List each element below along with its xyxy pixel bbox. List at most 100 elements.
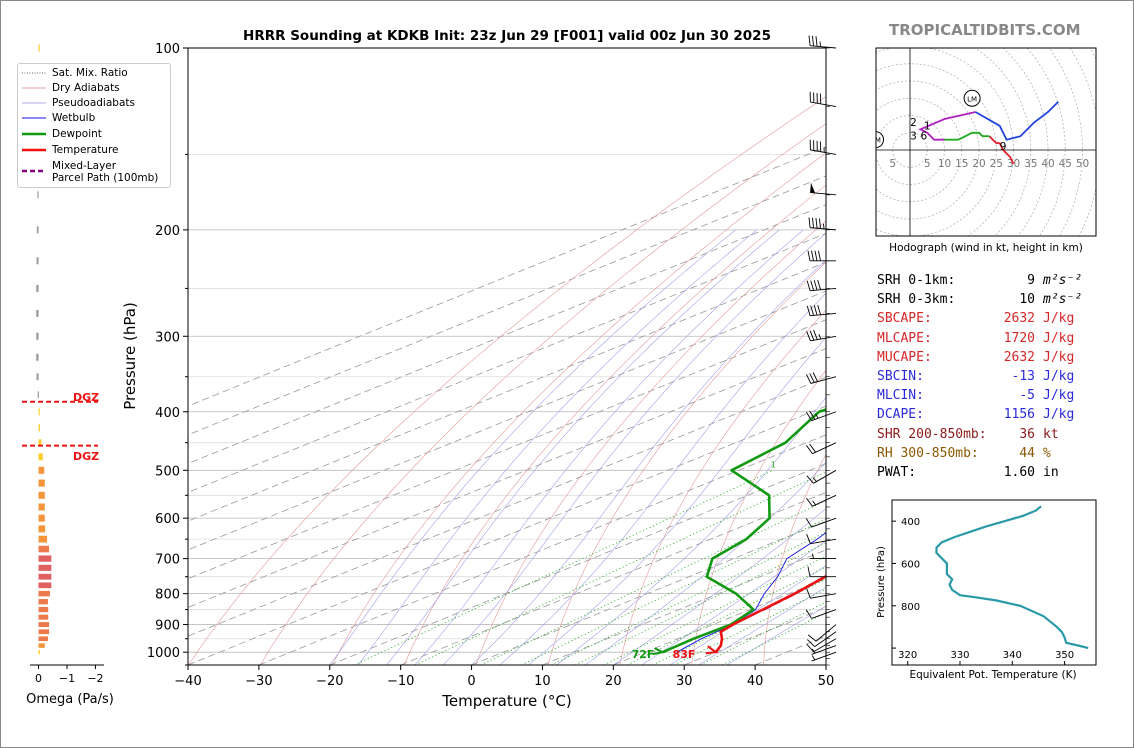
barb-half — [812, 477, 817, 482]
barb-full — [806, 280, 811, 291]
isotherm — [188, 232, 826, 493]
legend-item-wetbulb: Wetbulb — [22, 112, 96, 124]
index-row: SHR 200-850mb: 36 kt — [877, 427, 1097, 445]
pseudoadiabat — [471, 259, 826, 665]
dry-adiabat — [260, 123, 826, 665]
omega-bar — [38, 479, 45, 487]
index-unit: kt — [1043, 426, 1059, 442]
mixing-ratio-line — [574, 542, 826, 665]
mixing-ratio-label: 2 — [827, 460, 832, 469]
omega-bar — [37, 191, 39, 199]
isotherm — [188, 319, 826, 580]
skew-t-axes-frame — [187, 47, 827, 666]
omega-bar — [38, 590, 50, 597]
index-unit: in — [1043, 465, 1059, 480]
omega-bar — [36, 309, 39, 317]
index-value: 2632 — [1003, 349, 1035, 365]
barb-staff — [810, 538, 837, 545]
index-label: SRH 0-3km: — [877, 292, 956, 308]
omega-bar — [38, 535, 48, 543]
barb-staff — [810, 45, 837, 49]
index-value: 1.60 — [1003, 465, 1035, 480]
omega-x-tick-label: −2 — [87, 672, 103, 685]
dgz-label-lower: DGZ — [73, 450, 99, 463]
y-tick-label: 900 — [155, 619, 180, 634]
surface-dewpoint-label: 72F — [632, 648, 655, 661]
wind-barb — [811, 651, 837, 662]
barb-full — [813, 280, 818, 291]
dry-adiabat — [188, 96, 826, 665]
omega-bar — [38, 636, 48, 642]
wind-barb — [807, 566, 836, 578]
barb-staff — [813, 638, 837, 653]
wind-barb — [805, 410, 837, 422]
index-label: DCAPE: — [877, 407, 924, 423]
dry-adiabat — [1102, 48, 1134, 665]
index-value: 1156 — [1003, 407, 1035, 423]
index-row: RH 300-850mb: 44% — [877, 446, 1097, 464]
surface-temperature-label: 83F — [673, 648, 696, 661]
omega-bar — [36, 257, 39, 265]
omega-bar — [36, 353, 39, 361]
barb-full — [806, 475, 814, 484]
dgz-label-upper: DGZ — [73, 391, 99, 404]
omega-bar — [38, 491, 45, 499]
y-tick-label: 600 — [155, 512, 180, 527]
index-value: -13 — [1011, 369, 1035, 384]
barb-full — [808, 217, 811, 228]
barb-staff — [810, 593, 837, 599]
wind-barb — [809, 91, 837, 107]
surface-dewpoint-arrow — [652, 647, 666, 656]
index-unit: m²s⁻² — [1043, 292, 1083, 308]
barb-staff — [810, 312, 837, 317]
index-unit: J/kg — [1043, 388, 1075, 404]
barb-pennant — [810, 182, 816, 194]
barb-full — [812, 217, 815, 228]
barb-full — [811, 250, 814, 261]
legend-item-dewpoint: Dewpoint — [22, 128, 102, 140]
barb-full — [813, 329, 818, 340]
omega-bar — [36, 284, 39, 292]
index-label: MLCIN: — [877, 388, 924, 404]
x-tick-label: −20 — [316, 674, 343, 689]
omega-bar — [38, 466, 45, 474]
x-tick-label: 50 — [818, 674, 835, 689]
barb-full — [817, 279, 821, 290]
mixing-ratio-line — [354, 469, 774, 665]
barb-half — [812, 500, 816, 506]
index-label: SRH 0-1km: — [877, 273, 956, 288]
pseudoadiabat — [386, 229, 780, 665]
barb-staff — [811, 645, 837, 655]
dry-adiabat — [763, 453, 826, 665]
index-label: PWAT: — [877, 465, 917, 480]
barb-half — [818, 334, 822, 340]
pseudoadiabat — [499, 292, 826, 665]
omega-x-tick-label: 0 — [35, 672, 42, 685]
barb-staff — [812, 442, 837, 455]
index-label: SHR 200-850mb: — [877, 426, 987, 442]
omega-bar — [38, 514, 45, 522]
dry-adiabat — [332, 152, 826, 665]
barb-half — [819, 41, 822, 47]
mixing-ratio-label: 1 — [771, 460, 776, 469]
temperature-line — [714, 574, 826, 653]
index-row: MLCIN: -5 J/kg — [877, 388, 1097, 406]
barb-half — [812, 553, 814, 559]
y-axis-label: Pressure (hPa) — [121, 302, 139, 410]
x-tick-label: 30 — [676, 674, 693, 689]
barb-full — [806, 643, 814, 653]
mixing-ratio-line — [551, 531, 826, 665]
barb-full — [807, 639, 816, 647]
barb-full — [806, 588, 811, 599]
barb-half — [815, 413, 819, 419]
index-label: SBCIN: — [877, 369, 924, 384]
barb-full — [817, 304, 821, 315]
mixing-ratio-line — [700, 601, 826, 665]
index-unit: J/kg — [1043, 407, 1075, 423]
wind-barb — [810, 182, 837, 196]
x-axis-label: Temperature (°C) — [441, 692, 571, 710]
wind-barb — [811, 645, 837, 655]
omega-bar — [38, 614, 49, 620]
barb-half — [823, 223, 825, 229]
omega-bar — [38, 44, 40, 52]
